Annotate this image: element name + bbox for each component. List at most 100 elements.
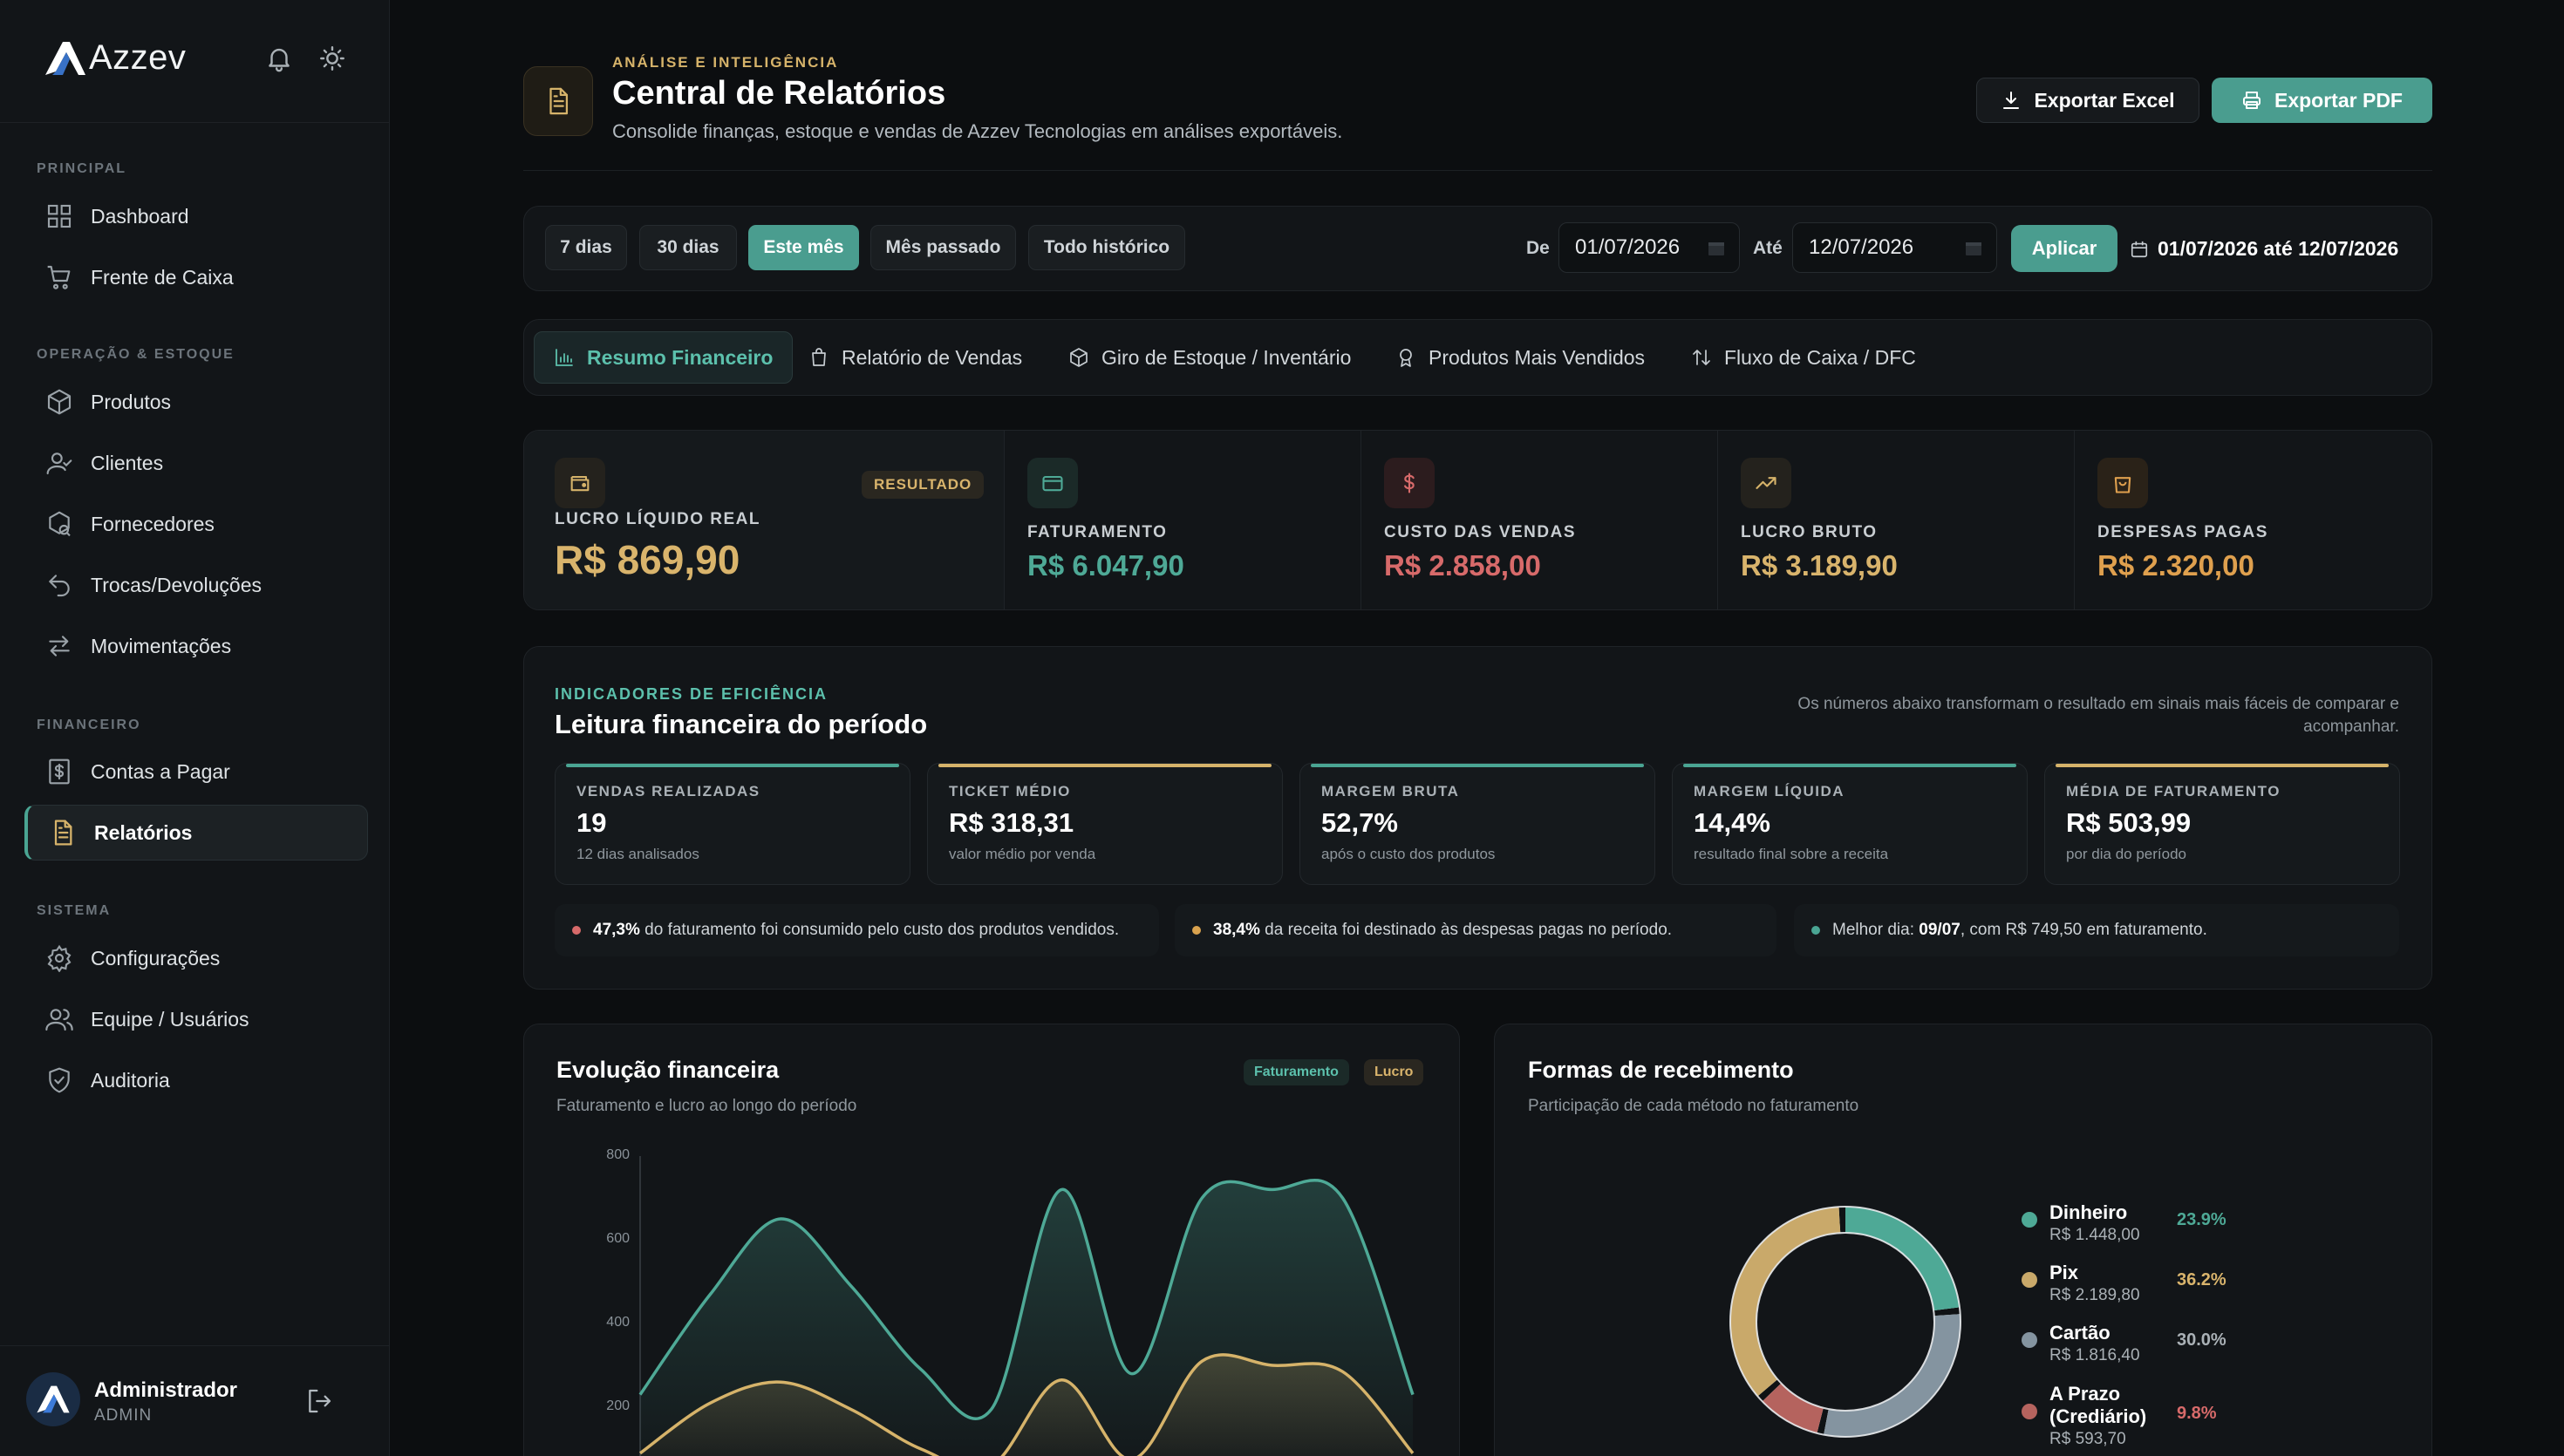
- kpi-lucro-liquido: LUCRO LÍQUIDO REAL R$ 869,90: [528, 430, 1004, 610]
- legend-dot: [2022, 1404, 2037, 1419]
- sidebar-item-configuracoes[interactable]: Configurações: [24, 930, 368, 986]
- date-from-input[interactable]: 01/07/2026: [1558, 222, 1740, 273]
- preset-7-dias[interactable]: 7 dias: [545, 225, 627, 270]
- preset-30-dias[interactable]: 30 dias: [639, 225, 737, 270]
- preset-todo-historico[interactable]: Todo histórico: [1028, 225, 1185, 270]
- donut-slice-cart-o[interactable]: [1730, 1207, 1961, 1437]
- payments-card: [1494, 1024, 2432, 1456]
- date-to-input[interactable]: 12/07/2026: [1792, 222, 1997, 273]
- indicator-label: MÉDIA DE FATURAMENTO: [2066, 783, 2281, 799]
- report-icon: [54, 820, 72, 846]
- donut-slice-pix[interactable]: [1730, 1207, 1961, 1437]
- y-tick-label: 800: [606, 1147, 630, 1162]
- y-tick-label: 200: [606, 1398, 630, 1413]
- export-pdf-button[interactable]: Exportar PDF: [2212, 78, 2432, 123]
- nav-section-sistema: SISTEMA: [37, 903, 112, 918]
- tab-giro-estoque[interactable]: Giro de Estoque / Inventário: [1049, 331, 1370, 384]
- legend-faturamento[interactable]: Faturamento: [1244, 1059, 1349, 1085]
- payment-amount: R$ 2.189,80: [2049, 1286, 2140, 1304]
- sidebar-item-label: Movimentações: [91, 634, 232, 657]
- kpi-value: R$ 2.858,00: [1384, 549, 1541, 582]
- insight-body: , com R$ 749,50 em faturamento.: [1960, 921, 2207, 939]
- nav-section-operacao: OPERAÇÃO & ESTOQUE: [37, 347, 235, 362]
- legend-lucro[interactable]: Lucro: [1364, 1059, 1424, 1085]
- donut-outer-ring: [1729, 1206, 1961, 1438]
- avatar[interactable]: [26, 1372, 80, 1426]
- preset-este-mes[interactable]: Este mês: [748, 225, 859, 270]
- sidebar-item-dashboard[interactable]: Dashboard: [24, 188, 368, 244]
- insight-bold: 09/07: [1919, 921, 1961, 939]
- calendar-icon[interactable]: [1965, 241, 1982, 256]
- indicator-card: TICKET MÉDIO R$ 318,31 valor médio por v…: [927, 763, 1283, 885]
- sidebar-item-produtos[interactable]: Produtos: [24, 374, 368, 430]
- donut-slice-dinheiro[interactable]: [1730, 1207, 1961, 1437]
- apply-button[interactable]: Aplicar: [2011, 225, 2117, 272]
- user-profile: Administrador ADMIN: [0, 1345, 390, 1456]
- sidebar-item-label: Frente de Caixa: [91, 265, 234, 289]
- insight-dot: [572, 926, 581, 935]
- insight-bold: 38,4%: [1213, 921, 1260, 939]
- sidebar-item-equipe[interactable]: Equipe / Usuários: [24, 991, 368, 1047]
- calendar-icon: [2131, 241, 2148, 257]
- sidebar-item-contas-a-pagar[interactable]: Contas a Pagar: [24, 744, 368, 799]
- payment-name: Cartão: [2049, 1322, 2111, 1344]
- indicator-accent: [1683, 764, 2016, 767]
- indicator-sub: 12 dias analisados: [576, 846, 699, 862]
- logout-icon[interactable]: [305, 1387, 333, 1415]
- payments-donut-chart: [1729, 1206, 1961, 1438]
- kpi-custo-vendas: CUSTO DAS VENDAS R$ 2.858,00: [1358, 430, 1715, 610]
- preset-mes-passado[interactable]: Mês passado: [870, 225, 1016, 270]
- tab-label: Fluxo de Caixa / DFC: [1724, 345, 1916, 369]
- tab-label: Resumo Financeiro: [587, 345, 774, 369]
- shield-icon: [49, 1067, 70, 1093]
- bar-chart-icon: [556, 349, 573, 366]
- sidebar-item-clientes[interactable]: Clientes: [24, 435, 368, 491]
- header-divider: [523, 170, 2432, 171]
- cart-icon: [47, 265, 71, 289]
- payment-amount: R$ 1.816,40: [2049, 1346, 2140, 1364]
- status-badge: RESULTADO: [862, 471, 985, 499]
- payment-name: Dinheiro: [2049, 1201, 2128, 1223]
- kpi-divider: [2074, 430, 2075, 610]
- sidebar-item-relatorios[interactable]: Relatórios: [24, 805, 368, 861]
- tab-resumo-financeiro[interactable]: Resumo Financeiro: [534, 331, 794, 384]
- logo[interactable]: Azzev: [44, 38, 186, 78]
- payment-percent: 23.9%: [2177, 1210, 2226, 1229]
- sidebar-item-label: Equipe / Usuários: [91, 1007, 249, 1031]
- evolution-subtitle: Faturamento e lucro ao longo do período: [556, 1097, 857, 1115]
- bell-icon[interactable]: [264, 44, 294, 73]
- tab-fluxo-de-caixa[interactable]: Fluxo de Caixa / DFC: [1672, 331, 1935, 384]
- sidebar-item-trocas[interactable]: Trocas/Devoluções: [24, 557, 368, 613]
- kpi-despesas-pagas: DESPESAS PAGAS R$ 2.320,00: [2071, 430, 2428, 610]
- sidebar-item-movimentacoes[interactable]: Movimentações: [24, 618, 368, 674]
- indicator-accent: [566, 764, 899, 767]
- sun-icon[interactable]: [317, 44, 347, 73]
- sidebar-item-auditoria[interactable]: Auditoria: [24, 1052, 368, 1108]
- sidebar-item-fornecedores[interactable]: Fornecedores: [24, 496, 368, 552]
- tab-relatorio-vendas[interactable]: Relatório de Vendas: [789, 331, 1041, 384]
- tab-label: Giro de Estoque / Inventário: [1101, 345, 1352, 369]
- indicator-accent: [2056, 764, 2389, 767]
- tab-produtos-mais-vendidos[interactable]: Produtos Mais Vendidos: [1376, 331, 1664, 384]
- indicator-label: MARGEM BRUTA: [1321, 783, 1460, 799]
- logo-mark-icon: [37, 1385, 70, 1413]
- indicators-eyebrow: INDICADORES DE EFICIÊNCIA: [555, 685, 829, 703]
- kpi-divider: [1360, 430, 1361, 610]
- insight-dot: [1811, 926, 1820, 935]
- sidebar-item-frente-de-caixa[interactable]: Frente de Caixa: [24, 249, 368, 305]
- date-from-value: 01/07/2026: [1575, 235, 1681, 259]
- sidebar-item-label: Trocas/Devoluções: [91, 573, 263, 596]
- brand-row: Azzev: [0, 0, 390, 123]
- wallet-icon: [555, 458, 605, 508]
- sidebar-item-label: Configurações: [91, 946, 221, 970]
- kpi-divider: [1717, 430, 1718, 610]
- sidebar-item-label: Relatórios: [94, 820, 193, 844]
- insight-pre: Melhor dia:: [1832, 921, 1914, 939]
- indicator-sub: resultado final sobre a receita: [1694, 846, 1889, 862]
- export-excel-button[interactable]: Exportar Excel: [1976, 78, 2199, 123]
- box-icon: [1070, 348, 1088, 367]
- kpi-label: LUCRO LÍQUIDO REAL: [555, 510, 760, 528]
- donut-inner-ring: [1756, 1232, 1935, 1412]
- calendar-icon[interactable]: [1708, 241, 1725, 256]
- sidebar-item-label: Dashboard: [91, 204, 189, 228]
